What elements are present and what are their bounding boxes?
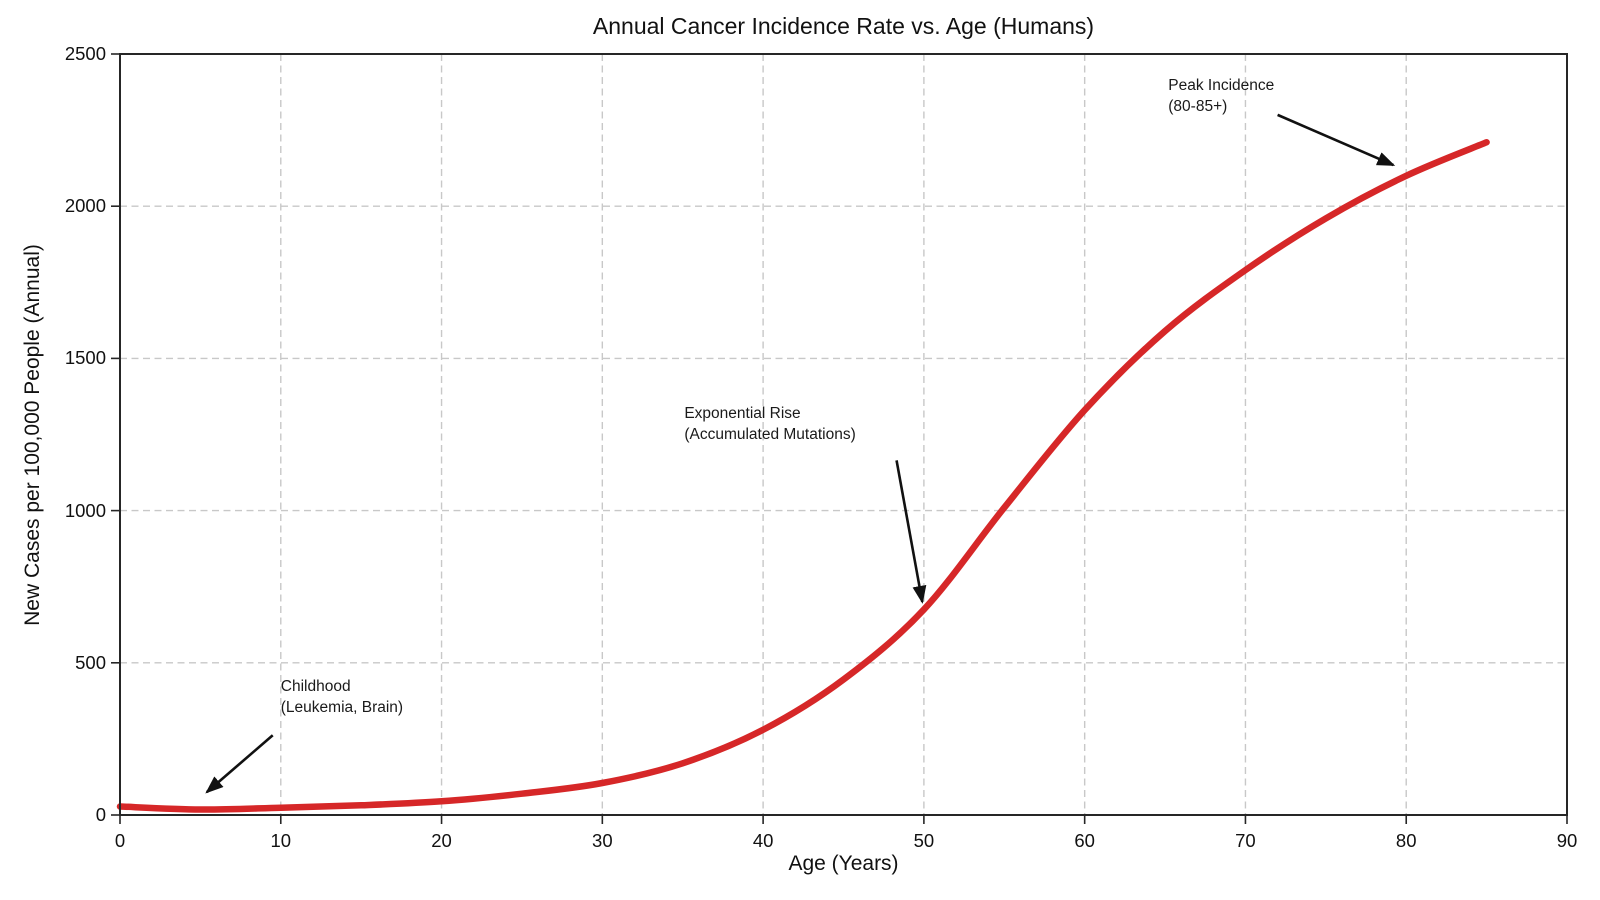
y-axis-label: New Cases per 100,000 People (Annual) [21, 243, 44, 626]
plot-border [119, 53, 1568, 816]
annotation-arrow [1277, 113, 1396, 167]
annotation-line: Childhood [280, 678, 351, 696]
annotation-line: Exponential Rise [684, 404, 801, 422]
annotation-line: Peak Incidence [1168, 77, 1275, 95]
axes-spines [119, 53, 1568, 816]
annotation-text: Childhood (Leukemia, Brain) [281, 676, 403, 718]
y-tick-label: 2500 [64, 43, 106, 64]
grid-lines [120, 54, 1567, 815]
axis-tick-marks [111, 53, 1568, 824]
x-tick-label: 10 [270, 830, 292, 851]
x-tick-label: 0 [114, 830, 126, 851]
x-tick-label: 30 [592, 830, 613, 851]
x-axis-label: Age (Years) [788, 852, 899, 875]
x-tick-label: 20 [431, 830, 452, 851]
annotation-text: Exponential Rise (Accumulated Mutations) [684, 403, 855, 445]
x-tick-label: 70 [1235, 830, 1256, 851]
annotation-line: (80-85+) [1168, 98, 1228, 116]
y-tick-label: 1500 [64, 347, 106, 369]
x-tick-label: 80 [1395, 830, 1417, 851]
annotation-line: (Accumulated Mutations) [684, 425, 856, 443]
annotation-line: (Leukemia, Brain) [280, 699, 404, 717]
x-tick-label: 60 [1074, 830, 1095, 851]
y-tick-label: 1000 [64, 499, 106, 521]
y-tick-label: 500 [75, 651, 106, 673]
annotation-arrow [205, 734, 274, 794]
annotation-text: Peak Incidence (80-85+) [1168, 75, 1274, 117]
x-tick-label: 90 [1556, 830, 1578, 851]
incidence-curve-group [116, 139, 1490, 813]
incidence-curve [116, 139, 1490, 813]
x-tick-label: 50 [913, 830, 935, 851]
x-tick-label: 40 [752, 830, 774, 851]
annotation-arrows [205, 113, 1396, 794]
chart-title: Annual Cancer Incidence Rate vs. Age (Hu… [592, 13, 1095, 39]
y-tick-label: 2000 [64, 195, 106, 217]
y-tick-label: 0 [95, 804, 106, 825]
annotation-arrow [895, 460, 927, 604]
